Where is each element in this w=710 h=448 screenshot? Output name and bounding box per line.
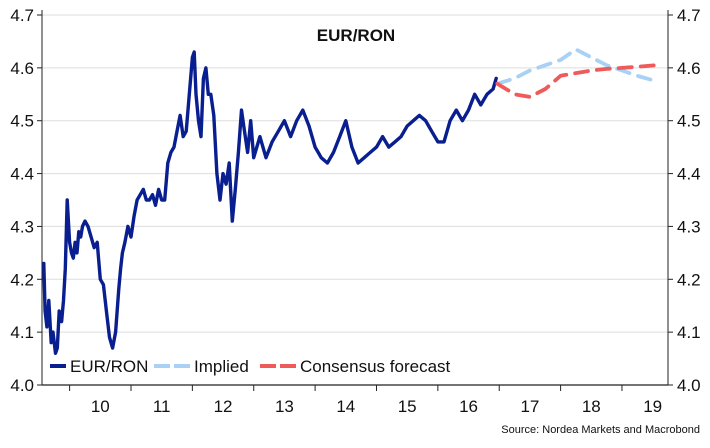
y-tick-label-left-4.3: 4.3	[10, 217, 34, 236]
legend: EUR/RON Implied Consensus forecast	[50, 357, 451, 376]
grid-lines	[42, 14, 668, 333]
y-tick-label-left-4.1: 4.1	[10, 323, 34, 342]
y-tick-label-right-4.1: 4.1	[677, 323, 701, 342]
x-tick-label-19: 19	[643, 397, 662, 416]
y-tick-label-left-4.0: 4.0	[10, 376, 34, 395]
y-tick-label-right-4.4: 4.4	[677, 165, 701, 184]
y-tick-label-right-4.0: 4.0	[677, 376, 701, 395]
x-tick-label-10: 10	[91, 397, 110, 416]
x-tick-label-13: 13	[275, 397, 294, 416]
y-tick-label-left-4.2: 4.2	[10, 270, 34, 289]
x-tick-label-17: 17	[520, 397, 539, 416]
source-note: Source: Nordea Markets and Macrobond	[501, 424, 700, 436]
series-line-eur-ron	[42, 50, 498, 355]
y-axis-right-ticks: 4.0 4.1 4.2 4.3 4.4 4.5 4.6 4.7	[668, 6, 701, 395]
x-tick-label-14: 14	[336, 397, 355, 416]
x-tick-label-12: 12	[214, 397, 233, 416]
x-tick-label-11: 11	[153, 397, 171, 416]
chart-title: EUR/RON	[317, 26, 395, 45]
legend-label-consensus-forecast: Consensus forecast	[300, 357, 451, 376]
y-tick-label-left-4.5: 4.5	[10, 112, 34, 131]
legend-label-eur-ron: EUR/RON	[70, 357, 148, 376]
y-axis-left-ticks: 4.0 4.1 4.2 4.3 4.4 4.5 4.6 4.7	[10, 6, 42, 395]
series-line-consensus-forecast	[495, 63, 658, 99]
x-tick-label-16: 16	[459, 397, 478, 416]
y-tick-label-left-4.4: 4.4	[10, 165, 34, 184]
legend-label-implied: Implied	[194, 357, 249, 376]
y-tick-label-right-4.5: 4.5	[677, 112, 701, 131]
axes	[41, 10, 669, 386]
y-tick-label-left-4.7: 4.7	[10, 6, 34, 25]
series-layer	[42, 47, 658, 355]
x-tick-label-15: 15	[398, 397, 417, 416]
y-tick-label-right-4.2: 4.2	[677, 270, 701, 289]
y-tick-label-right-4.6: 4.6	[677, 59, 701, 78]
series-line-implied	[495, 47, 658, 86]
y-tick-label-left-4.6: 4.6	[10, 59, 34, 78]
x-tick-label-18: 18	[582, 397, 601, 416]
x-axis-ticks: 10 11 12 13 14 15 16 17 18 19	[69, 385, 662, 416]
y-tick-label-right-4.7: 4.7	[677, 6, 701, 25]
y-tick-label-right-4.3: 4.3	[677, 217, 701, 236]
